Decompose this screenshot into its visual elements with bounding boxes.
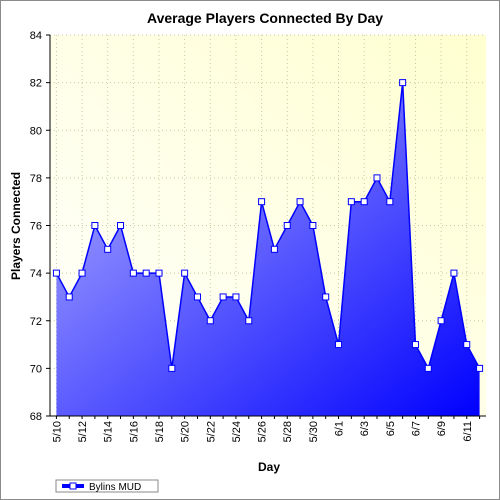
- y-axis-label: Players Connected: [9, 172, 23, 280]
- data-point-marker: [117, 222, 125, 229]
- data-point-marker: [437, 317, 445, 325]
- data-point-marker: [232, 293, 240, 301]
- x-tick-label: 5/22: [205, 421, 217, 442]
- data-point-marker: [91, 222, 99, 229]
- series-area-fill: [56, 82, 480, 416]
- x-tick-label: 5/20: [180, 421, 192, 442]
- data-point-marker: [219, 293, 227, 301]
- data-point-marker: [104, 245, 112, 253]
- x-axis-label: Day: [258, 460, 280, 474]
- data-point-marker: [270, 245, 278, 253]
- y-tick-label: 74: [30, 268, 42, 280]
- series-line: [55, 81, 481, 370]
- legend-swatch-marker: [69, 482, 77, 490]
- chart-title: Average Players Connected By Day: [147, 10, 383, 26]
- data-point-marker: [245, 317, 253, 325]
- x-tick-label: 5/10: [51, 421, 63, 442]
- data-markers: [52, 79, 484, 372]
- x-tick-label: 6/5: [385, 421, 397, 436]
- x-tick-label: 5/30: [308, 421, 320, 442]
- data-point-marker: [373, 174, 381, 182]
- y-tick-label: 80: [30, 125, 42, 137]
- data-point-marker: [206, 317, 214, 325]
- data-point-marker: [360, 198, 368, 206]
- data-point-marker: [322, 293, 330, 301]
- x-tick-label: 5/16: [128, 421, 140, 442]
- data-point-marker: [424, 364, 432, 372]
- data-point-marker: [476, 364, 484, 372]
- x-tick-label: 5/18: [154, 421, 166, 442]
- data-point-marker: [52, 269, 60, 277]
- y-tick-label: 84: [30, 30, 42, 42]
- y-tick-label: 76: [30, 221, 42, 233]
- x-tick-label: 6/7: [410, 421, 422, 436]
- x-tick-label: 6/3: [359, 421, 371, 436]
- data-point-marker: [296, 198, 304, 206]
- data-area: [56, 82, 480, 416]
- data-point-marker: [65, 293, 73, 301]
- x-axis-ticks: 5/10 5/12 5/14 5/16 5/18 5/20 5/22 5/24 5/26 5/28…: [51, 416, 481, 442]
- data-point-marker: [347, 198, 355, 206]
- x-tick-label: 6/9: [436, 421, 448, 436]
- x-tick-label: 5/24: [231, 421, 243, 442]
- y-tick-label: 70: [30, 363, 42, 375]
- x-tick-label: 6/1: [334, 421, 346, 436]
- data-point-marker: [309, 222, 317, 229]
- data-point-marker: [411, 341, 419, 349]
- data-point-marker: [155, 269, 163, 277]
- data-point-marker: [335, 341, 343, 349]
- data-point-marker: [168, 364, 176, 372]
- data-point-marker: [193, 293, 201, 301]
- y-tick-label: 68: [30, 411, 42, 423]
- data-point-marker: [129, 269, 137, 277]
- data-point-marker: [142, 269, 150, 277]
- legend-box: [55, 479, 159, 493]
- legend-label: Bylins MUD: [89, 482, 141, 493]
- data-point-marker: [283, 222, 291, 229]
- data-point-marker: [463, 341, 471, 349]
- x-tick-label: 6/11: [462, 421, 474, 442]
- data-point-marker: [181, 269, 189, 277]
- y-tick-label: 82: [30, 78, 42, 90]
- data-point-marker: [258, 198, 266, 206]
- y-tick-label: 78: [30, 173, 42, 185]
- x-tick-label: 5/12: [77, 421, 89, 442]
- y-axis-ticks: 68 70 72 74 76 78 80 82 84: [30, 30, 50, 423]
- data-point-marker: [386, 198, 394, 206]
- y-tick-label: 72: [30, 316, 42, 328]
- data-line: [55, 81, 481, 370]
- x-tick-label: 5/14: [103, 421, 115, 442]
- x-tick-label: 5/28: [282, 421, 294, 442]
- data-point-marker: [450, 269, 458, 277]
- legend: Bylins MUD: [55, 479, 159, 493]
- data-point-marker: [78, 269, 86, 277]
- data-point-marker: [399, 79, 407, 87]
- x-tick-label: 5/26: [257, 421, 269, 442]
